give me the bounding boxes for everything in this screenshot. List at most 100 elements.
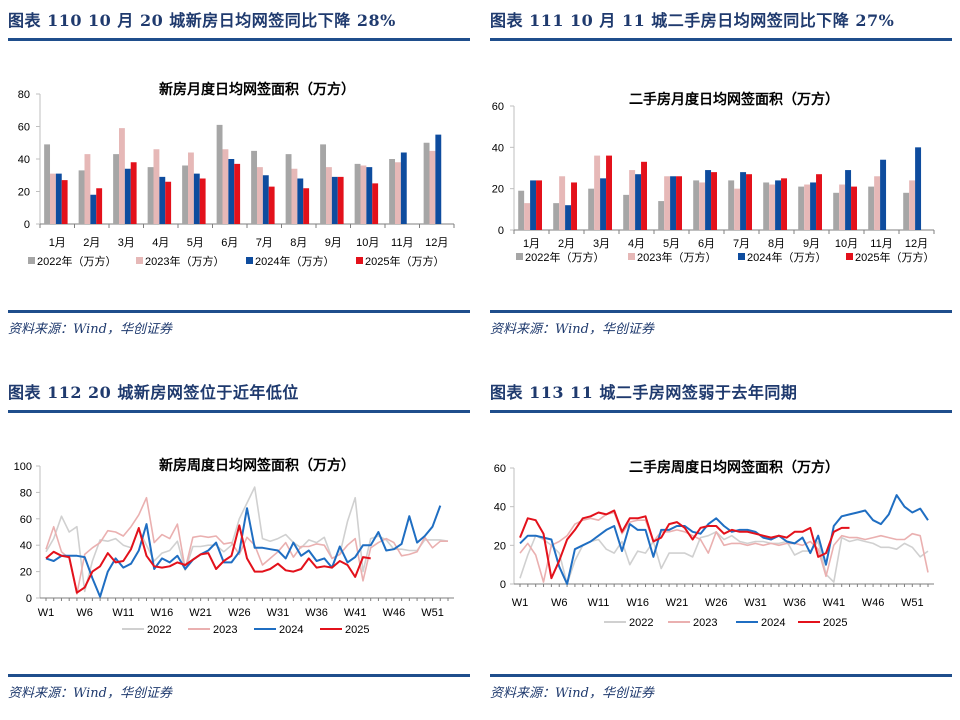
legend-swatch (246, 257, 253, 264)
bar (96, 188, 103, 224)
bar (285, 154, 292, 224)
x-tick-label: W46 (383, 607, 406, 619)
x-tick-label: W11 (588, 597, 610, 609)
x-tick-label: 12月 (425, 237, 448, 249)
source-note: 资料来源：Wind，华创证券 (490, 686, 654, 701)
bar (530, 180, 537, 230)
bar (594, 155, 601, 230)
title-rule (490, 410, 952, 413)
x-tick-label: 5月 (663, 238, 680, 250)
weekly-second-hand-line-chart: 二手房周度日均网签面积（万方） 0 20 40 60 W1 W6 W11 W16 W21 W26 W3… (494, 459, 934, 629)
legend-label: 2022年（万方） (37, 254, 116, 268)
legend-label: 2025年（万方） (365, 254, 444, 268)
source-rule (8, 674, 470, 677)
bar (728, 180, 735, 230)
bar (559, 176, 566, 230)
bar (536, 180, 542, 230)
bar (915, 147, 922, 230)
x-tick-label: W26 (228, 607, 251, 619)
y-tick-label: 20 (18, 187, 30, 199)
title-rule (8, 410, 470, 413)
legend-label: 2024 (761, 617, 785, 629)
bar (159, 176, 166, 224)
bar (909, 180, 916, 230)
figure-title: 图表 111 10 月 11 城二手房日均网签同比下降 27% (490, 11, 895, 30)
x-tick-label: W11 (112, 607, 134, 619)
x-tick-label: W6 (551, 597, 568, 609)
series-line-2025 (519, 509, 850, 580)
x-tick-label: W51 (901, 597, 924, 609)
legend-label: 2022 (629, 617, 653, 629)
bar (153, 149, 160, 224)
figure-title: 图表 113 11 城二手房网签弱于去年同期 (490, 383, 798, 402)
bar (623, 194, 630, 230)
x-tick-label: 8月 (290, 237, 307, 249)
x-tick-label: 7月 (256, 237, 273, 249)
x-tick-label: 4月 (152, 237, 169, 249)
bar (874, 176, 881, 230)
x-tick-label: W1 (512, 597, 529, 609)
x-tick-label: W41 (344, 607, 367, 619)
bar (331, 176, 338, 224)
bar (524, 203, 531, 230)
bar (810, 182, 817, 230)
bar (553, 203, 560, 230)
bar (600, 178, 607, 230)
bar (395, 162, 401, 224)
legend-swatch (136, 257, 143, 264)
bar (571, 182, 577, 230)
source-rule (490, 310, 952, 313)
y-tick-label: 20 (20, 567, 32, 579)
bar (664, 176, 671, 230)
x-tick-label: 10月 (356, 237, 379, 249)
legend-label: 2022 (147, 624, 171, 636)
bar (903, 192, 910, 230)
x-tick-label: 6月 (221, 237, 238, 249)
bar (845, 170, 852, 230)
y-tick-label: 60 (492, 101, 504, 113)
bar (740, 172, 747, 230)
bar (816, 174, 822, 230)
bar (222, 149, 229, 224)
bar (839, 184, 846, 230)
bar (113, 154, 120, 224)
legend-swatch (516, 253, 523, 260)
bar (262, 175, 269, 224)
x-tick-label: 2月 (83, 237, 100, 249)
bar (44, 144, 51, 224)
source-rule (8, 310, 470, 313)
figure-112: 图表 112 20 城新房网签位于近年低位 新房周度日均网签面积（万方） 0 20 4… (8, 378, 470, 718)
legend-swatch (28, 257, 35, 264)
legend-label: 2024年（万方） (747, 250, 826, 264)
bar (763, 182, 770, 230)
x-tick-label: W21 (189, 607, 212, 619)
x-tick-label: W26 (705, 597, 728, 609)
x-tick-label: W16 (626, 597, 649, 609)
chart-title: 新房月度日均网签面积（万方） (159, 81, 355, 97)
bar (124, 168, 131, 224)
x-tick-label: W16 (151, 607, 174, 619)
x-tick-label: W36 (783, 597, 806, 609)
x-tick-label: W21 (666, 597, 689, 609)
legend-label: 2022年（万方） (525, 250, 604, 264)
legend-swatch (846, 253, 853, 260)
bar (303, 188, 310, 224)
x-tick-label: W51 (421, 607, 444, 619)
source-note: 资料来源：Wind，华创证券 (490, 322, 654, 337)
bar (769, 184, 776, 230)
y-tick-label: 60 (494, 463, 506, 475)
bar (565, 205, 572, 230)
x-tick-label: 4月 (628, 238, 645, 250)
bar (429, 150, 436, 224)
bar (868, 186, 875, 230)
bar (130, 162, 137, 224)
bar (400, 152, 407, 224)
y-tick-label: 40 (20, 540, 32, 552)
bar (193, 173, 200, 224)
legend-label: 2023年（万方） (145, 254, 224, 268)
series-line-2023 (519, 511, 929, 583)
bar (337, 176, 344, 224)
bar (84, 154, 91, 224)
weekly-new-home-line-chart: 新房周度日均网签面积（万方） 0 20 40 60 80 100 W1 W6 W11 W16 W21 W… (14, 457, 454, 636)
y-tick-label: 0 (500, 579, 506, 591)
